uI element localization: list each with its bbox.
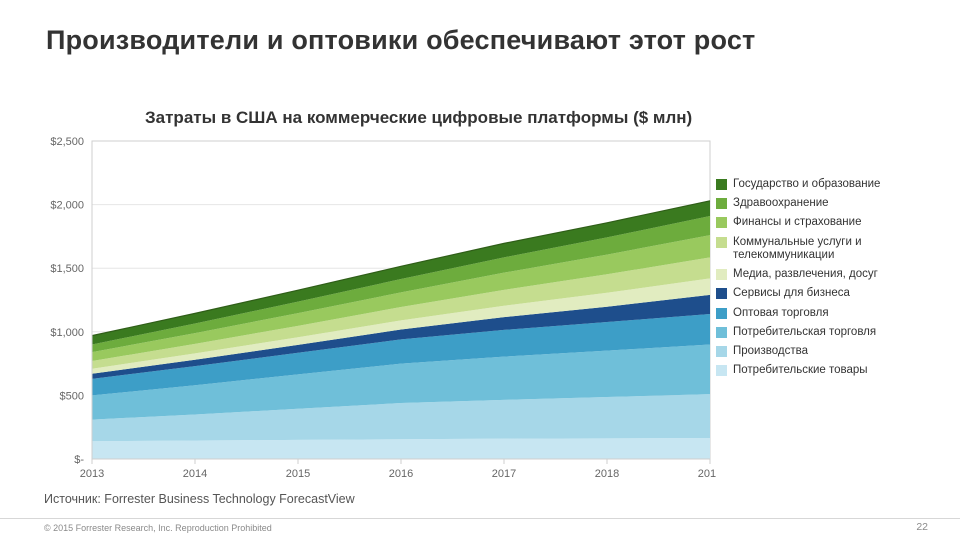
legend-item-manufacturing: Производства (716, 345, 946, 358)
series-consumer_goods (92, 438, 710, 459)
legend-swatch (716, 308, 727, 319)
chart-legend: Государство и образование Здравоохранение… (716, 178, 946, 383)
page-number: 22 (916, 521, 928, 533)
legend-swatch (716, 237, 727, 248)
legend-swatch (716, 365, 727, 376)
source-caption: Источник: Forrester Business Technology … (44, 492, 355, 506)
svg-text:$-: $- (74, 454, 84, 466)
svg-text:$1,000: $1,000 (50, 327, 84, 339)
svg-text:2019: 2019 (698, 468, 716, 480)
chart-svg: $- $500 $1,000 $1,500 $2,000 $2,500 2013 2014 20… (36, 135, 716, 485)
legend-label: Сервисы для бизнеса (733, 287, 946, 300)
legend-item-gov_edu: Государство и образование (716, 178, 946, 191)
legend-item-wholesale: Оптовая торговля (716, 307, 946, 320)
svg-text:$1,500: $1,500 (50, 263, 84, 275)
legend-swatch (716, 217, 727, 228)
legend-swatch (716, 327, 727, 338)
footer: © 2015 Forrester Research, Inc. Reproduc… (0, 518, 960, 535)
legend-item-utilities_telecom: Коммунальные услуги и телекоммуникации (716, 236, 946, 262)
legend-label: Здравоохранение (733, 197, 946, 210)
legend-label: Потребительская торговля (733, 326, 946, 339)
copyright-text: © 2015 Forrester Research, Inc. Reproduc… (44, 523, 272, 533)
svg-text:$2,500: $2,500 (50, 136, 84, 148)
legend-label: Коммунальные услуги и телекоммуникации (733, 236, 946, 262)
svg-text:2013: 2013 (80, 468, 104, 480)
legend-item-business_services: Сервисы для бизнеса (716, 287, 946, 300)
legend-item-finance: Финансы и страхование (716, 216, 946, 229)
legend-item-consumer_goods: Потребительские товары (716, 364, 946, 377)
svg-text:2018: 2018 (595, 468, 619, 480)
legend-swatch (716, 179, 727, 190)
chart-title: Затраты в США на коммерческие цифровые п… (145, 108, 692, 128)
legend-swatch (716, 288, 727, 299)
svg-text:2017: 2017 (492, 468, 516, 480)
slide: Производители и оптовики обеспечивают эт… (0, 0, 960, 535)
svg-text:$2,000: $2,000 (50, 200, 84, 212)
legend-label: Потребительские товары (733, 364, 946, 377)
legend-item-healthcare: Здравоохранение (716, 197, 946, 210)
svg-text:2016: 2016 (389, 468, 413, 480)
legend-swatch (716, 346, 727, 357)
legend-swatch (716, 198, 727, 209)
svg-text:$500: $500 (60, 390, 84, 402)
legend-swatch (716, 269, 727, 280)
legend-label: Оптовая торговля (733, 307, 946, 320)
legend-item-retail: Потребительская торговля (716, 326, 946, 339)
legend-label: Государство и образование (733, 178, 946, 191)
svg-text:2014: 2014 (183, 468, 207, 480)
svg-text:2015: 2015 (286, 468, 310, 480)
legend-label: Производства (733, 345, 946, 358)
legend-label: Медиа, развлечения, досуг (733, 268, 946, 281)
legend-item-media: Медиа, развлечения, досуг (716, 268, 946, 281)
page-title: Производители и оптовики обеспечивают эт… (46, 24, 930, 58)
legend-label: Финансы и страхование (733, 216, 946, 229)
